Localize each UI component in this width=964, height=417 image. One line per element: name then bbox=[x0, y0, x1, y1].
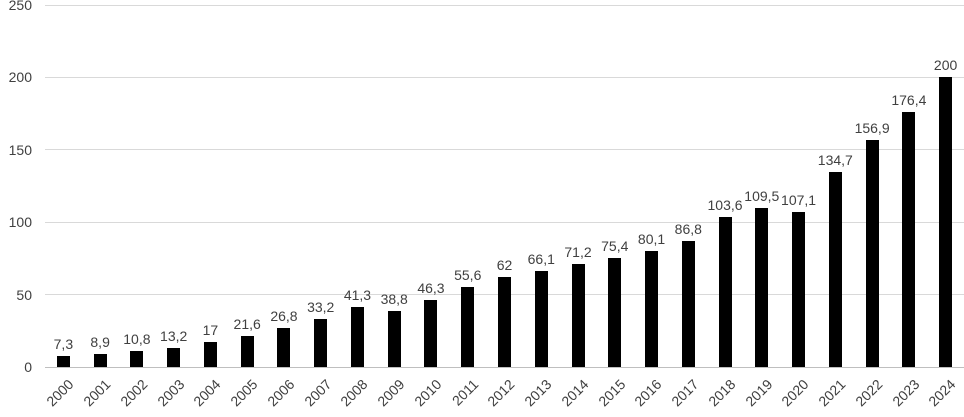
gridline bbox=[45, 221, 964, 223]
bar-value-label: 33,2 bbox=[307, 298, 335, 315]
x-tick-label: 2003 bbox=[153, 376, 187, 410]
bar-value-label: 38,8 bbox=[380, 290, 408, 307]
bar bbox=[498, 277, 511, 367]
bar bbox=[314, 318, 328, 367]
bar-value-label: 80,1 bbox=[637, 231, 666, 248]
x-tick-label: 2018 bbox=[705, 376, 739, 410]
x-tick-label: 2013 bbox=[521, 376, 555, 410]
x-tick-label: 2016 bbox=[631, 376, 665, 410]
bar bbox=[203, 342, 217, 367]
bar bbox=[277, 328, 291, 367]
bar-value-label: 10,8 bbox=[123, 331, 151, 348]
bar-value-label: 46,3 bbox=[417, 279, 445, 296]
x-tick-label: 2020 bbox=[778, 376, 812, 410]
bar-value-label: 55,6 bbox=[454, 266, 482, 283]
bar-value-label: 13,2 bbox=[160, 327, 188, 344]
x-tick-label: 2011 bbox=[448, 376, 482, 409]
y-tick-label: 100 bbox=[8, 214, 32, 231]
bar bbox=[240, 335, 254, 367]
y-axis: 0 50 100 150 200 250 bbox=[0, 0, 38, 375]
bar-value-label: 86,8 bbox=[674, 221, 702, 238]
bar bbox=[167, 347, 181, 367]
bar-value-label: 41,3 bbox=[343, 287, 372, 304]
x-tick-label: 2002 bbox=[116, 376, 151, 410]
bar bbox=[350, 307, 364, 367]
x-tick-label: 2021 bbox=[815, 376, 849, 410]
bar bbox=[865, 139, 879, 367]
bar-value-label: 17 bbox=[202, 322, 219, 339]
bar bbox=[902, 111, 916, 367]
y-tick-label: 50 bbox=[16, 286, 32, 303]
y-tick-label: 200 bbox=[8, 69, 32, 86]
bar-value-label: 176,4 bbox=[891, 91, 927, 108]
bar-value-label: 156,9 bbox=[854, 119, 890, 136]
bar bbox=[93, 354, 107, 367]
x-tick-label: 2005 bbox=[227, 376, 261, 410]
bar-value-label: 200 bbox=[933, 57, 958, 74]
gridline bbox=[45, 366, 964, 368]
y-tick-label: 0 bbox=[24, 359, 32, 375]
x-tick-label: 2001 bbox=[80, 376, 114, 410]
bar bbox=[792, 211, 806, 367]
bar-value-label: 134,7 bbox=[817, 151, 853, 168]
x-tick-label: 2017 bbox=[668, 376, 702, 410]
bar bbox=[424, 299, 438, 367]
bar bbox=[828, 171, 842, 367]
x-tick-label: 2004 bbox=[190, 376, 224, 410]
bar bbox=[571, 263, 585, 367]
gridline bbox=[45, 149, 964, 151]
bar-value-label: 66,1 bbox=[527, 251, 555, 268]
bar-value-label: 103,6 bbox=[707, 197, 743, 213]
bar bbox=[718, 217, 732, 367]
x-tick-label: 2006 bbox=[263, 376, 298, 410]
bar-value-label: 107,1 bbox=[781, 191, 817, 208]
bar-value-label: 21,6 bbox=[233, 315, 261, 332]
x-tick-label: 2000 bbox=[43, 376, 77, 410]
x-tick-label: 2019 bbox=[741, 376, 776, 410]
y-tick-label: 250 bbox=[8, 0, 32, 13]
bar-value-label: 71,2 bbox=[564, 243, 592, 260]
bar bbox=[681, 241, 695, 367]
x-tick-label: 2009 bbox=[374, 376, 408, 410]
bar bbox=[534, 271, 548, 367]
bar-value-label: 62 bbox=[496, 257, 513, 274]
bar-value-label: 7,3 bbox=[53, 336, 74, 353]
gridline bbox=[45, 76, 964, 78]
bar-value-label: 8,9 bbox=[90, 334, 110, 351]
x-tick-label: 2024 bbox=[925, 376, 959, 410]
y-tick-label: 150 bbox=[8, 141, 32, 158]
x-tick-label: 2007 bbox=[300, 376, 335, 410]
bar bbox=[461, 286, 475, 367]
x-tick-label: 2015 bbox=[594, 376, 629, 410]
x-axis: 2000 2001 2002 2003 2004 2005 2006 2007 2008 2009… bbox=[43, 371, 964, 417]
bar bbox=[939, 77, 953, 367]
bar bbox=[645, 251, 659, 367]
plot-area: 7,3 8,9 10,8 13,2 17 21,6 26,8 33,2 41,3 38,8 46,3… bbox=[45, 4, 964, 368]
bar-value-label: 109,5 bbox=[744, 188, 780, 205]
bar bbox=[130, 351, 144, 367]
bar bbox=[56, 356, 70, 367]
bar bbox=[755, 208, 769, 367]
x-tick-label: 2022 bbox=[852, 376, 886, 410]
bar-value-label: 75,4 bbox=[601, 237, 629, 254]
x-tick-label: 2023 bbox=[888, 376, 923, 410]
x-tick-label: 2010 bbox=[410, 376, 445, 410]
bar bbox=[387, 310, 401, 367]
x-tick-label: 2008 bbox=[337, 376, 371, 410]
x-tick-label: 2014 bbox=[558, 376, 592, 410]
bar bbox=[608, 257, 622, 367]
bar-value-label: 26,8 bbox=[270, 308, 298, 325]
x-tick-label: 2012 bbox=[484, 376, 518, 410]
gridline bbox=[45, 4, 964, 6]
